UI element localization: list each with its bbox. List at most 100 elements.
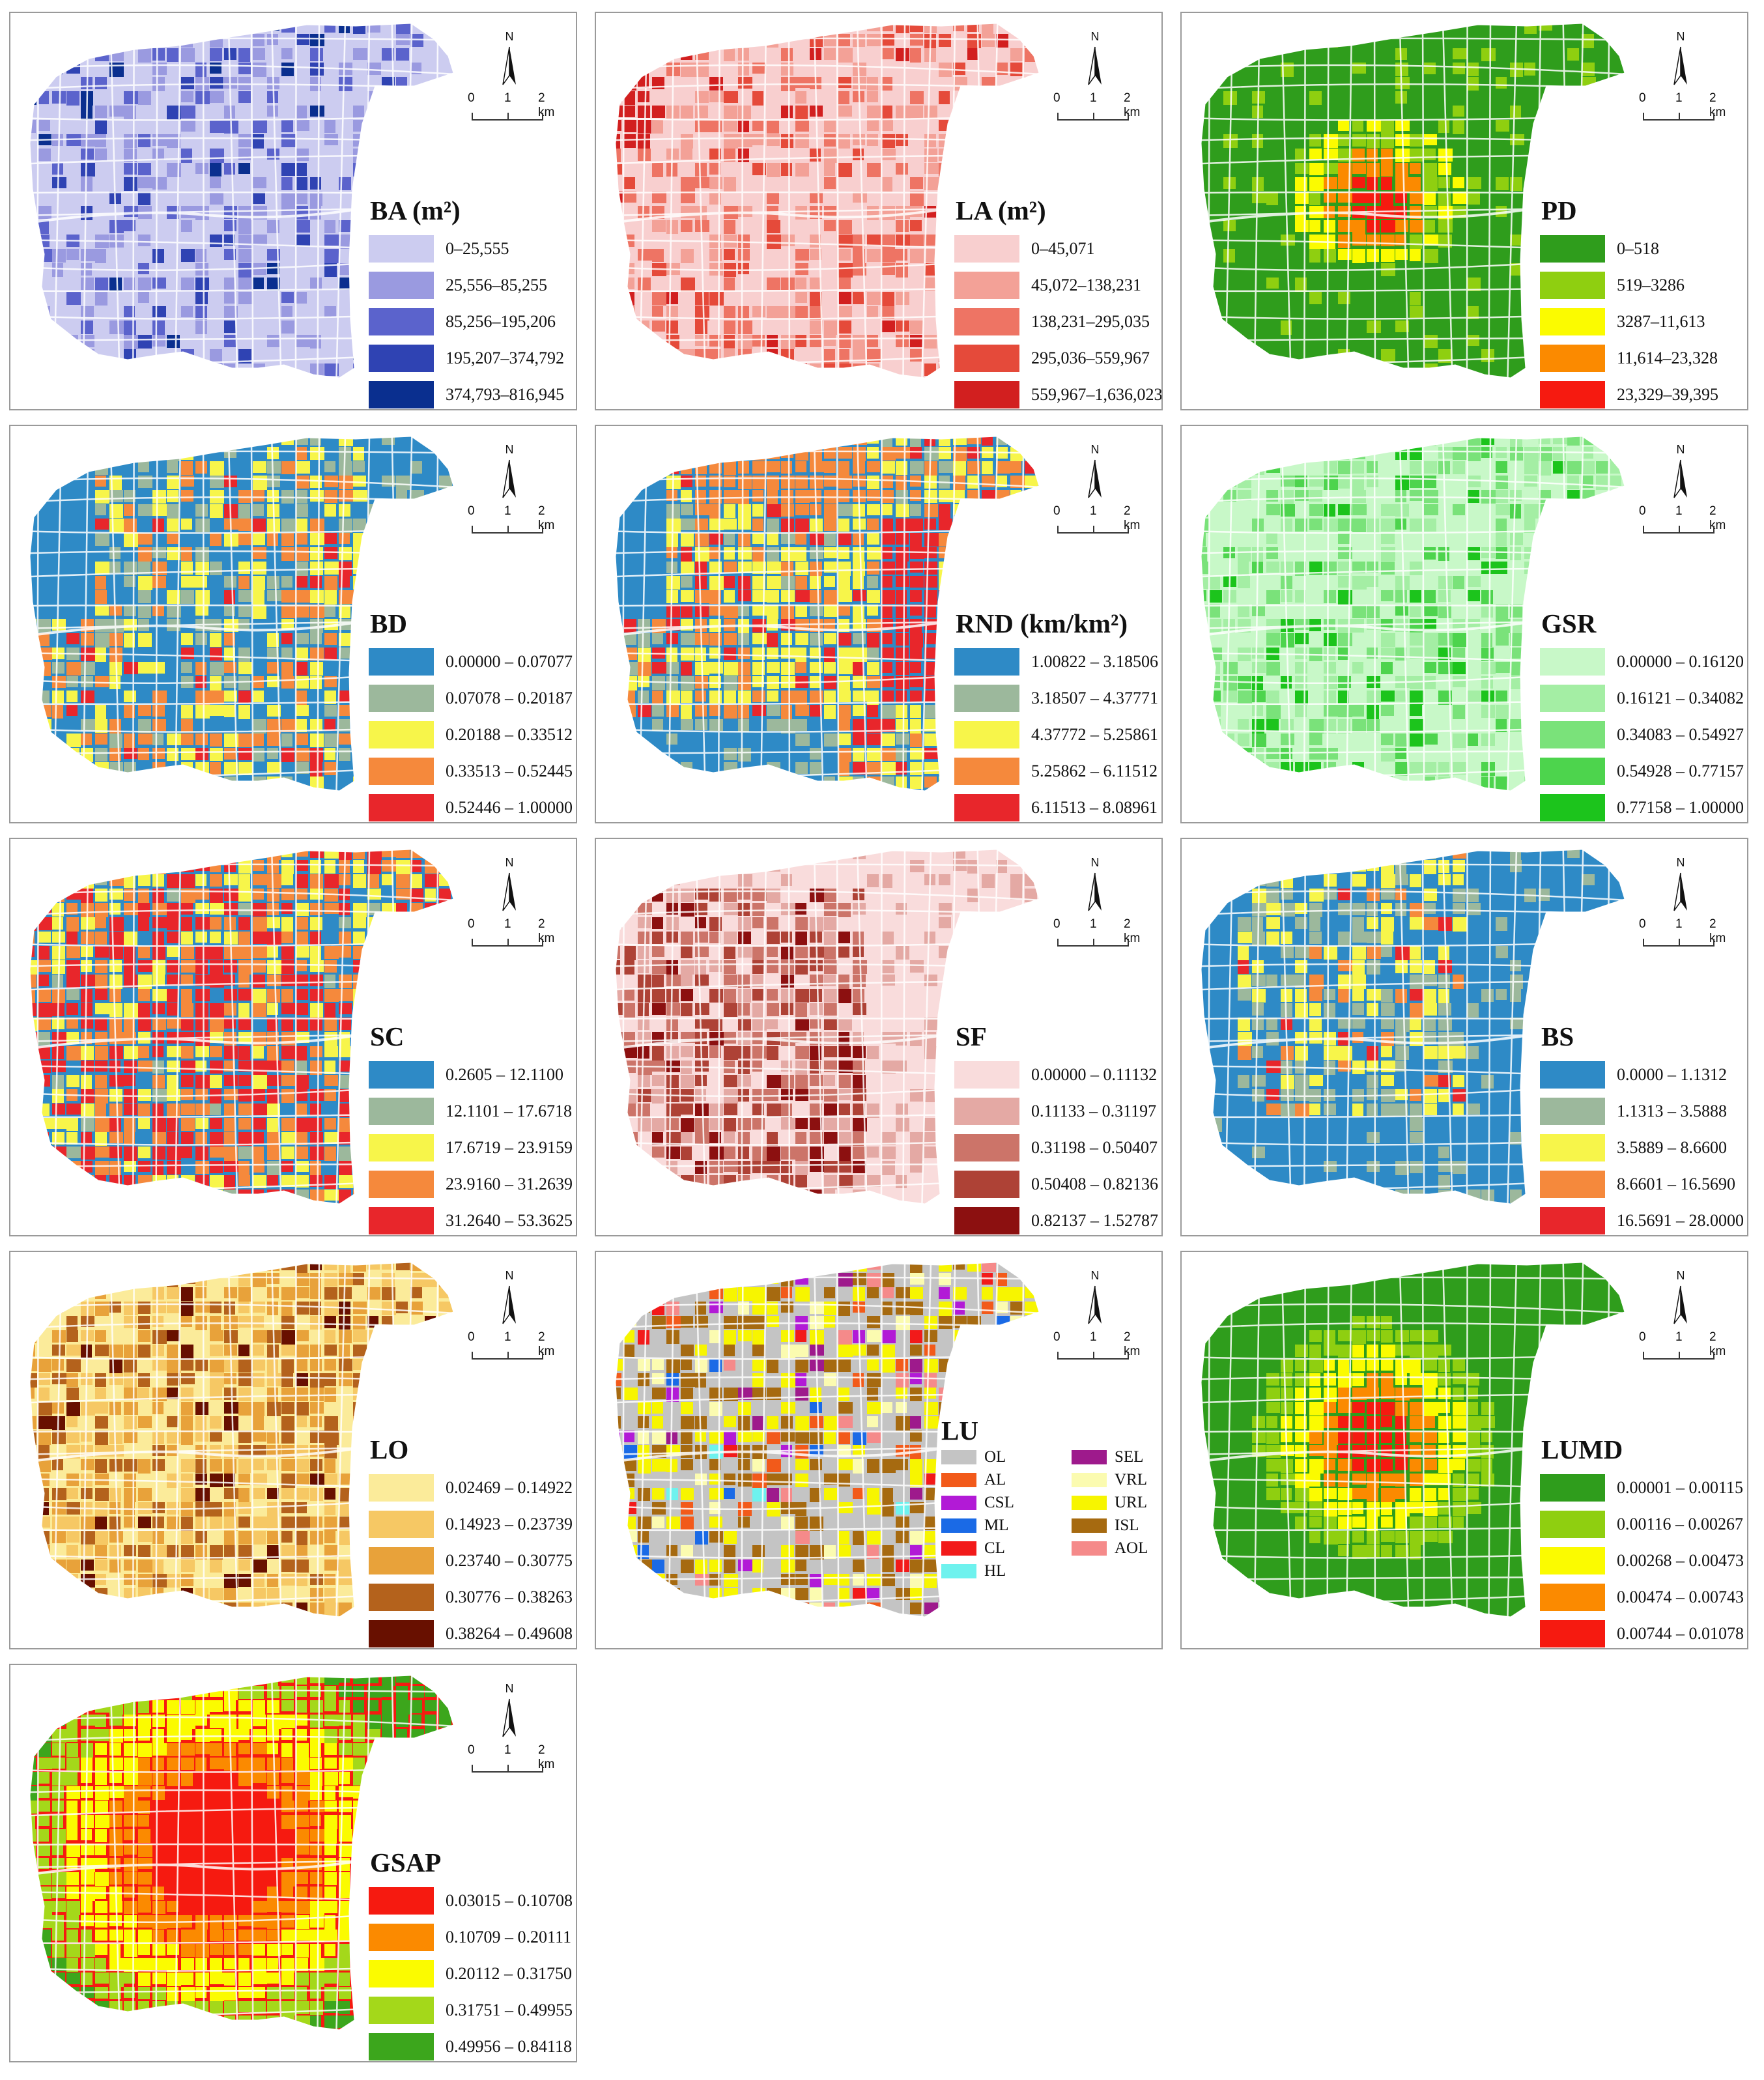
legend-label: 1.00822 – 3.18506 — [1031, 652, 1158, 671]
map-cell — [410, 177, 423, 189]
map-cell — [1295, 249, 1307, 261]
map-cell — [52, 691, 64, 704]
map-cell — [181, 776, 194, 788]
map-cell — [1025, 134, 1036, 145]
map-cell — [253, 662, 265, 675]
map-cell — [939, 77, 950, 90]
map-cell — [652, 691, 663, 704]
map-cell — [924, 504, 938, 517]
scale-bar-tick — [1679, 113, 1680, 121]
map-cell — [652, 120, 663, 134]
map-cell — [939, 776, 953, 791]
map-cell — [138, 519, 152, 533]
map-cell — [210, 77, 223, 89]
map-cell — [1496, 776, 1507, 790]
map-cell — [353, 734, 367, 746]
map-cell — [1209, 533, 1221, 545]
map-cell — [124, 533, 138, 547]
map-cell — [38, 447, 50, 458]
map-cell — [982, 34, 995, 47]
map-cell — [1438, 605, 1451, 618]
map-cell — [1395, 605, 1408, 616]
map-cell — [1266, 149, 1277, 163]
map-cell — [238, 34, 250, 45]
map-cell — [66, 662, 81, 676]
map-cell — [853, 335, 866, 349]
map-cell — [853, 547, 864, 562]
map-cell — [738, 633, 749, 645]
map-cell — [1201, 306, 1207, 319]
map-cell — [1496, 762, 1507, 776]
map-cell — [181, 120, 195, 132]
map-cell — [824, 605, 838, 617]
map-cell — [1596, 576, 1610, 588]
map-cell — [1025, 461, 1038, 474]
map-cell — [838, 676, 850, 691]
map-cell — [1496, 748, 1509, 760]
map-cell — [238, 562, 250, 574]
map-cell — [181, 292, 195, 306]
legend-entry: 0.77158 – 1.00000 — [1540, 790, 1744, 822]
map-cell — [281, 436, 294, 445]
map-cell — [52, 633, 64, 648]
map-cell — [767, 177, 780, 189]
map-cell — [267, 335, 280, 347]
map-cell — [752, 23, 764, 31]
map-cell — [238, 691, 251, 703]
map-cell — [1324, 436, 1335, 447]
map-cell — [30, 776, 36, 790]
map-cell — [1039, 20, 1051, 33]
map-cell — [738, 705, 749, 719]
map-cell — [1338, 278, 1350, 291]
map-cell — [910, 633, 923, 648]
map-cell — [367, 504, 379, 516]
map-cell — [339, 321, 352, 332]
map-cell — [1201, 77, 1207, 89]
map-cell — [152, 23, 164, 32]
map-cell — [1295, 378, 1309, 392]
scale-label: 0 — [468, 504, 475, 518]
map-cell — [616, 633, 623, 645]
map-cell — [838, 278, 851, 289]
map-cell — [1381, 177, 1392, 190]
map-cell — [1524, 306, 1538, 321]
map-cell — [1496, 363, 1507, 378]
map-cell — [752, 461, 767, 474]
map-cell — [1496, 163, 1508, 177]
map-cell — [724, 23, 738, 32]
map-cell — [1324, 163, 1338, 174]
map-cell — [695, 436, 707, 446]
map-cell — [810, 177, 823, 188]
map-cell — [1295, 504, 1307, 517]
map-cell — [767, 436, 780, 445]
map-cell — [781, 547, 795, 561]
map-cell — [1610, 562, 1624, 573]
map-cell — [1309, 461, 1324, 474]
map-cell — [1201, 676, 1209, 688]
map-cell — [896, 619, 909, 632]
map-cell — [267, 748, 278, 759]
map-cell — [1266, 447, 1279, 458]
map-cell — [810, 762, 821, 775]
map-cell — [824, 662, 836, 674]
map-cell — [1438, 220, 1453, 233]
map-cell — [1266, 163, 1277, 175]
map-cell — [353, 662, 365, 675]
map-cell — [138, 91, 151, 105]
map-cell — [1553, 134, 1566, 147]
map-cell — [1467, 34, 1479, 46]
map-cell — [1467, 533, 1479, 545]
map-cell — [238, 748, 252, 760]
map-cell — [1338, 306, 1350, 320]
map-cell — [982, 519, 993, 531]
map-cell — [681, 177, 695, 192]
map-cell — [1553, 177, 1567, 192]
map-cell — [1625, 590, 1638, 604]
map-cell — [353, 48, 367, 60]
map-cell — [1481, 220, 1496, 234]
map-cell — [709, 335, 720, 347]
map-cell — [1238, 77, 1251, 90]
map-cell — [210, 349, 222, 363]
map-cell — [1582, 120, 1593, 132]
